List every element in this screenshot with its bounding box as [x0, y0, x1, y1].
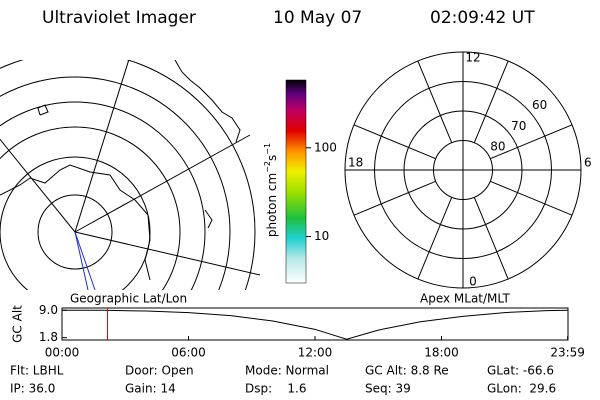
date: 10 May 07	[273, 8, 362, 28]
colorbar-label: photon cm−2s−1	[263, 143, 279, 237]
title: Ultraviolet Imager	[42, 8, 196, 28]
status-field: Flt: LBHL	[10, 364, 64, 378]
colorbar	[285, 79, 307, 284]
status-field: Dsp: 1.6	[245, 382, 307, 396]
x-tick-label: 12:00	[298, 346, 333, 360]
colorbar-tick-label: 100	[314, 140, 337, 154]
status-field: GC Alt: 8.8 Re	[365, 364, 449, 378]
polar-label: Apex MLat/MLT	[420, 292, 510, 306]
x-tick-label: 23:59	[550, 346, 585, 360]
mlt-label: 18	[348, 156, 363, 170]
status-field: Door: Open	[125, 364, 194, 378]
altitude-curve	[62, 309, 569, 340]
lat-label: 60	[532, 98, 547, 112]
x-tick-label: 00:00	[45, 346, 80, 360]
colorbar-tick-label: 10	[314, 229, 329, 243]
diagonal-grid	[417, 60, 453, 143]
status-field: Mode: Normal	[245, 364, 329, 378]
timeseries-frame	[61, 307, 569, 341]
lat-label: 70	[511, 119, 526, 133]
status-field: GLon: 29.6	[487, 382, 556, 396]
status-field: Gain: 14	[125, 382, 176, 396]
diagonal-grid	[490, 124, 573, 160]
diagonal-grid	[353, 180, 436, 216]
label-part: −1	[263, 143, 272, 155]
label-part: s	[265, 155, 279, 161]
lat-label: 80	[490, 140, 505, 154]
y-tick-label: 9.0	[39, 303, 58, 317]
diagonal-grid	[417, 197, 453, 280]
time: 02:09:42 UT	[430, 8, 535, 28]
mlt-label: 0	[469, 275, 477, 289]
status-field: Seq: 39	[365, 382, 411, 396]
status-field: GLat: -66.6	[487, 364, 554, 378]
diagonal-grid	[353, 124, 436, 160]
y-tick-label: 1.8	[39, 330, 58, 344]
x-tick-label: 06:00	[171, 346, 206, 360]
label-part: photon cm	[265, 173, 279, 237]
timeseries-ylabel: GC Alt	[11, 305, 25, 343]
x-tick-label: 18:00	[424, 346, 459, 360]
mlt-label: 6	[584, 156, 592, 170]
mlt-label: 12	[465, 51, 480, 65]
diagonal-grid	[490, 180, 573, 216]
label-part: −2	[263, 161, 272, 173]
diagonal-grid	[473, 60, 509, 143]
geo-map	[0, 60, 261, 290]
diagonal-grid	[473, 197, 509, 280]
map-label: Geographic Lat/Lon	[70, 292, 187, 306]
status-field: IP: 36.0	[10, 382, 55, 396]
